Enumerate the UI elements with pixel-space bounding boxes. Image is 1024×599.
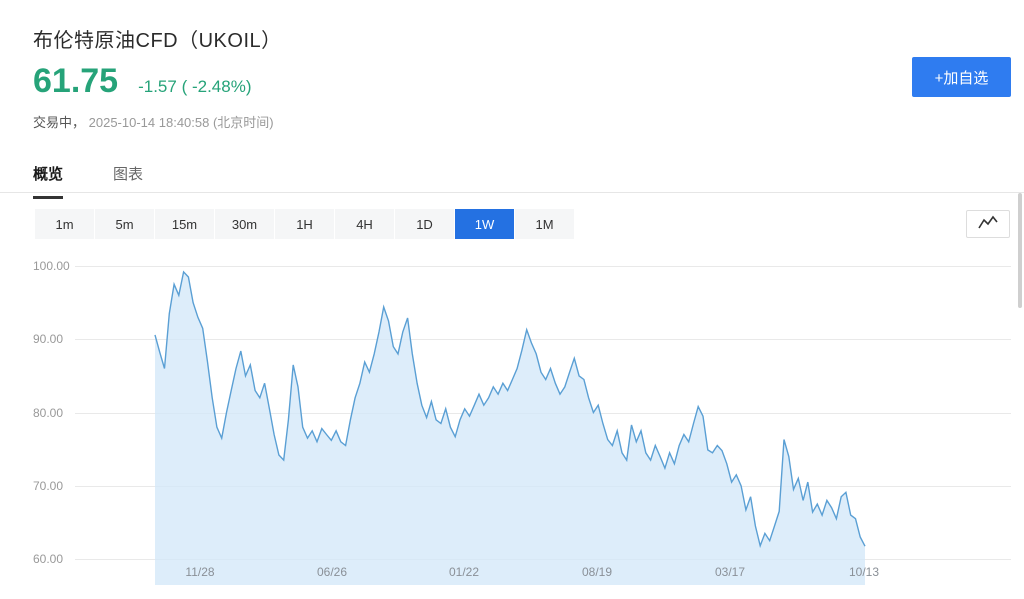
timeframe-1m-month[interactable]: 1M	[515, 209, 575, 239]
y-axis-label: 80.00	[33, 406, 64, 420]
timeframe-group: 1m 5m 15m 30m 1H 4H 1D 1W 1M	[35, 209, 575, 239]
x-axis-label: 03/17	[714, 565, 746, 579]
price-change: -1.57 ( -2.48%)	[138, 77, 252, 96]
tab-overview[interactable]: 概览	[33, 163, 64, 199]
gridline	[75, 266, 1011, 267]
timeframe-30m[interactable]: 30m	[215, 209, 275, 239]
add-watchlist-button[interactable]: +加自选	[912, 57, 1011, 97]
price-row: 61.75 -1.57 ( -2.48%)	[33, 62, 251, 101]
x-axis-label: 01/22	[448, 565, 480, 579]
y-axis-label: 90.00	[33, 332, 64, 346]
tab-chart[interactable]: 图表	[113, 166, 144, 183]
timeframe-1m[interactable]: 1m	[35, 209, 95, 239]
scrollbar[interactable]	[1018, 193, 1022, 308]
line-chart-icon	[977, 214, 999, 235]
area-chart-canvas[interactable]	[0, 255, 1024, 587]
x-axis-label: 10/13	[848, 565, 880, 579]
timeframe-4h[interactable]: 4H	[335, 209, 395, 239]
page-title: 布伦特原油CFD（UKOIL）	[33, 30, 282, 52]
y-axis-label: 70.00	[33, 479, 64, 493]
timeframe-1h[interactable]: 1H	[275, 209, 335, 239]
timeframe-5m[interactable]: 5m	[95, 209, 155, 239]
status-row: 交易中， 2025-10-14 18:40:58 (北京时间)	[33, 112, 274, 131]
x-axis-label: 11/28	[185, 565, 215, 579]
y-axis-label: 100.00	[33, 259, 70, 273]
tab-bar: 概览 图表	[0, 158, 1024, 199]
chart-toolbar: 1m 5m 15m 30m 1H 4H 1D 1W 1M	[0, 209, 1024, 239]
x-axis-label: 06/26	[316, 565, 348, 579]
timeframe-15m[interactable]: 15m	[155, 209, 215, 239]
price-chart[interactable]: 100.00 90.00 80.00 70.00 60.00 11/28 06/…	[0, 255, 1024, 587]
timeframe-1d[interactable]: 1D	[395, 209, 455, 239]
y-axis-label: 60.00	[33, 552, 64, 566]
trading-status: 交易中，	[33, 115, 86, 130]
gridline	[75, 339, 1011, 340]
current-price: 61.75	[33, 62, 119, 100]
chart-type-button[interactable]	[966, 210, 1010, 238]
status-timestamp: 2025-10-14 18:40:58 (北京时间)	[88, 115, 274, 130]
timeframe-1w[interactable]: 1W	[455, 209, 515, 239]
x-axis-label: 08/19	[581, 565, 613, 579]
